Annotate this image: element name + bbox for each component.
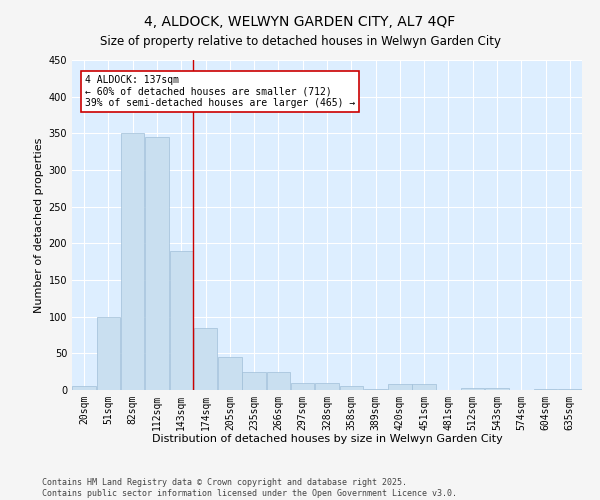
Text: 4, ALDOCK, WELWYN GARDEN CITY, AL7 4QF: 4, ALDOCK, WELWYN GARDEN CITY, AL7 4QF <box>145 15 455 29</box>
Bar <box>388 384 412 390</box>
Bar <box>412 384 436 390</box>
Bar <box>291 382 314 390</box>
Bar <box>170 250 193 390</box>
Text: Size of property relative to detached houses in Welwyn Garden City: Size of property relative to detached ho… <box>100 35 500 48</box>
Bar <box>218 357 242 390</box>
Bar <box>97 316 120 390</box>
Y-axis label: Number of detached properties: Number of detached properties <box>34 138 44 312</box>
Bar <box>121 134 145 390</box>
X-axis label: Distribution of detached houses by size in Welwyn Garden City: Distribution of detached houses by size … <box>152 434 502 444</box>
Bar <box>73 386 96 390</box>
Bar <box>242 372 266 390</box>
Bar <box>364 388 388 390</box>
Bar <box>534 388 557 390</box>
Bar <box>315 382 339 390</box>
Bar <box>145 137 169 390</box>
Bar <box>266 372 290 390</box>
Text: Contains HM Land Registry data © Crown copyright and database right 2025.
Contai: Contains HM Land Registry data © Crown c… <box>42 478 457 498</box>
Bar <box>485 388 509 390</box>
Bar <box>461 388 484 390</box>
Bar <box>558 388 581 390</box>
Bar <box>194 328 217 390</box>
Text: 4 ALDOCK: 137sqm
← 60% of detached houses are smaller (712)
39% of semi-detached: 4 ALDOCK: 137sqm ← 60% of detached house… <box>85 74 356 108</box>
Bar <box>340 386 363 390</box>
